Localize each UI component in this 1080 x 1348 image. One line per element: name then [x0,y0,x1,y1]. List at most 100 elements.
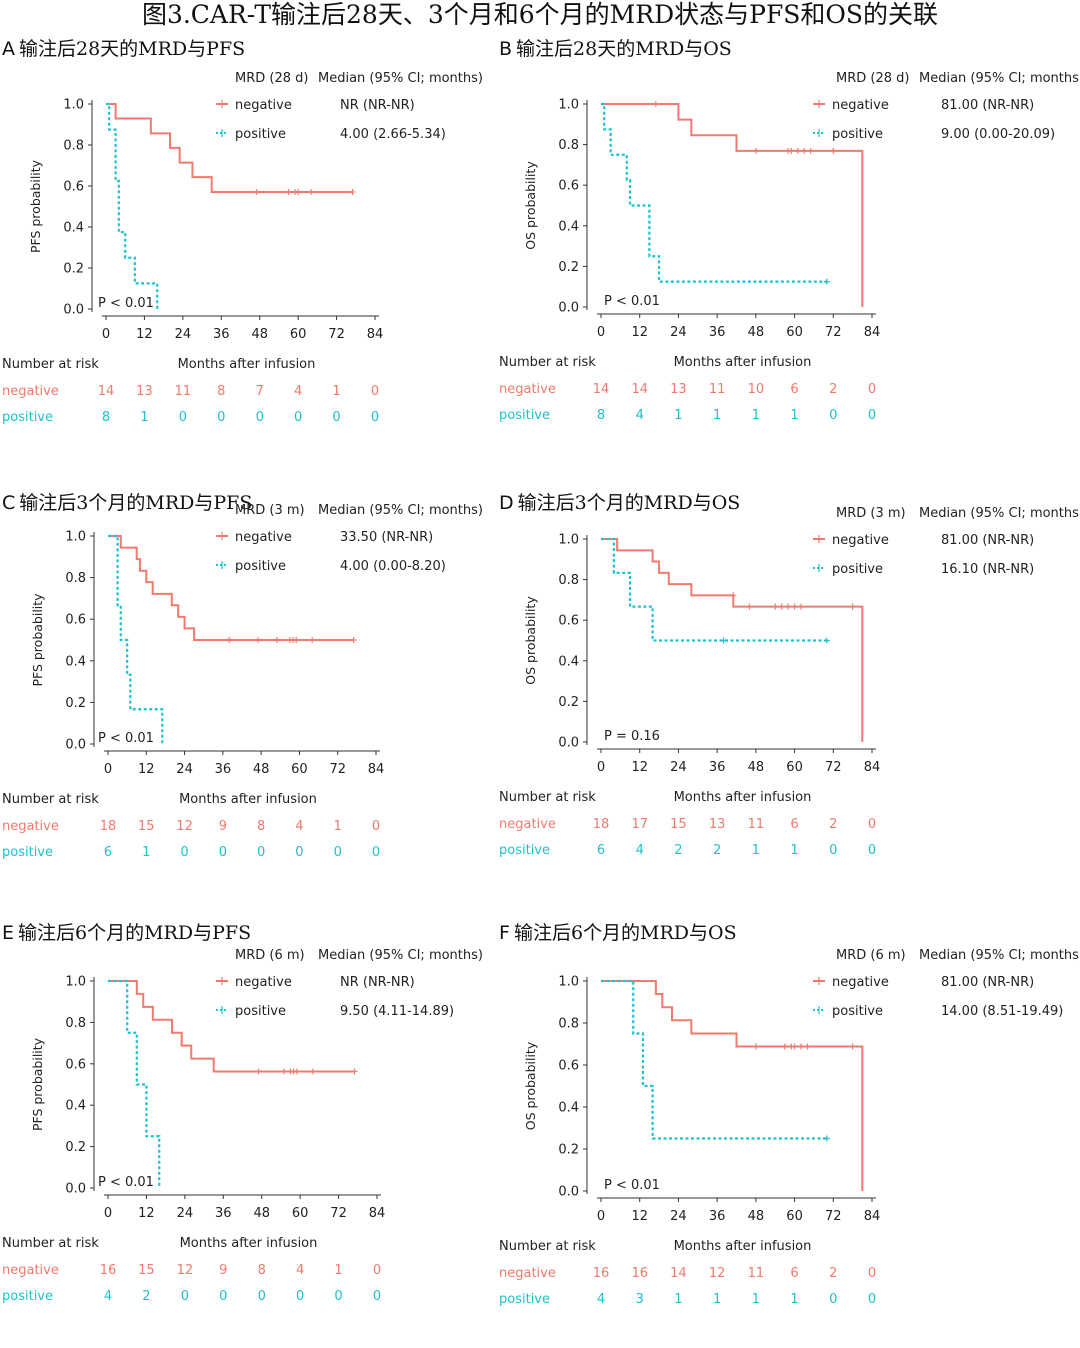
y-axis-label: OS probability [523,596,538,685]
censor-mark-negative [752,1043,759,1050]
censor-mark-negative [849,1043,856,1050]
panel-letter: C [2,492,16,514]
km-curve-positive [601,102,827,283]
censor-mark-negative [307,188,314,195]
panel-letter: B [499,38,513,60]
x-axis-label: Months after infusion [180,1236,318,1251]
km-curve-positive [108,979,161,1188]
risk-count-positive: 8 [597,408,605,423]
legend-median-positive: 4.00 (0.00-8.20) [340,559,446,574]
x-tick-label: 60 [291,762,308,777]
x-tick-label: 84 [368,762,385,777]
x-tick-label: 48 [253,1206,270,1221]
km-curve-positive [601,537,827,642]
censor-mark-negative [274,637,281,643]
risk-table-title: Number at risk [2,1236,99,1251]
risk-count-positive: 0 [332,410,340,425]
risk-count-negative: 6 [790,1266,798,1281]
censor-mark-negative [772,603,779,610]
censor-mark-negative [788,147,795,154]
legend-label-negative: negative [235,530,292,545]
legend-label-positive: positive [832,127,883,142]
censor-mark-negative [798,603,805,610]
risk-count-positive: 0 [257,845,265,860]
p-value-label: P < 0.01 [98,296,154,311]
y-axis-label: OS probability [523,1041,538,1130]
panel-title-text: 输注后6个月的MRD与OS [513,922,737,944]
risk-count-positive: 0 [217,410,225,425]
panel-letter: D [499,492,514,514]
censor-mark-negative [785,603,792,610]
risk-count-positive: 6 [104,845,112,860]
x-tick-label: 72 [825,325,842,340]
legend-group-label: MRD (6 m) [836,948,906,963]
x-tick-label: 0 [104,762,112,777]
y-axis-label: PFS probability [28,159,43,253]
risk-count-negative: 0 [868,1266,876,1281]
y-tick-label: 0.6 [65,613,86,628]
legend-group-label: MRD (28 d) [235,71,308,86]
x-tick-label: 24 [670,760,687,775]
y-tick-label: 0.2 [63,262,84,277]
censor-mark-negative [752,147,759,154]
risk-count-positive: 1 [790,408,798,423]
legend-median-negative: 81.00 (NR-NR) [941,975,1034,990]
x-tick-label: 60 [290,327,307,342]
risk-table-title: Number at risk [499,1239,596,1254]
risk-count-positive: 1 [790,1292,798,1307]
risk-count-positive: 6 [597,843,605,858]
risk-row-label-negative: negative [499,1266,556,1281]
km-curve-negative [108,535,354,641]
legend-median-positive: 9.50 (4.11-14.89) [340,1004,454,1019]
risk-row-label-negative: negative [499,817,556,832]
risk-table-title: Number at risk [499,790,596,805]
x-tick-label: 24 [175,327,192,342]
censor-mark-negative [350,637,357,643]
x-tick-label: 60 [786,325,803,340]
risk-count-positive: 0 [334,1289,342,1304]
x-tick-label: 84 [864,325,881,340]
risk-row-label-positive: positive [499,1292,550,1307]
risk-count-negative: 13 [709,817,726,832]
y-tick-label: 0.2 [65,1140,86,1155]
panel-e: E 输注后6个月的MRD与PFS 0.0 0.2 0.4 0.6 0.8 1.0 0 12 24 3… [0,918,540,1348]
censor-mark-negative [253,188,260,195]
p-value-label: P < 0.01 [604,1178,660,1193]
legend-label-positive: positive [235,1004,286,1019]
risk-count-positive: 0 [219,1289,227,1304]
y-tick-label: 1.0 [558,533,579,548]
legend-label-positive: positive [832,562,883,577]
panel-title-text: 输注后6个月的MRD与PFS [18,922,252,944]
panel-f: F 输注后6个月的MRD与OS 0.0 0.2 0.4 0.6 0.8 1.0 0 12 24 36… [497,918,1080,1348]
risk-count-positive: 0 [868,1292,876,1307]
risk-count-negative: 18 [593,817,610,832]
risk-count-positive: 1 [752,1292,760,1307]
km-curve-positive [108,534,164,744]
x-tick-label: 24 [670,325,687,340]
legend-median-positive: 9.00 (0.00-20.09) [941,127,1055,142]
panel-d: D 输注后3个月的MRD与OS 0.0 0.2 0.4 0.6 0.8 1.0 0 12 24 36… [497,488,1080,918]
risk-count-positive: 0 [868,408,876,423]
risk-count-positive: 1 [142,845,150,860]
panel-letter: E [2,922,15,944]
risk-count-negative: 1 [332,384,340,399]
risk-count-positive: 0 [829,408,837,423]
risk-row-label-positive: positive [499,408,550,423]
legend-median-negative: 81.00 (NR-NR) [941,98,1034,113]
risk-count-negative: 18 [100,819,117,834]
risk-count-negative: 2 [829,817,837,832]
risk-count-positive: 1 [713,1292,721,1307]
risk-count-negative: 17 [631,817,648,832]
risk-row-label-negative: negative [2,384,59,399]
x-tick-label: 12 [631,760,648,775]
x-tick-label: 24 [176,762,193,777]
x-tick-label: 24 [177,1206,194,1221]
risk-count-negative: 14 [631,382,648,397]
p-value-label: P < 0.01 [98,731,154,746]
y-tick-label: 0.0 [63,303,84,318]
censor-mark-positive [823,1135,830,1142]
risk-count-positive: 4 [597,1292,605,1307]
legend-label-positive: positive [235,127,286,142]
